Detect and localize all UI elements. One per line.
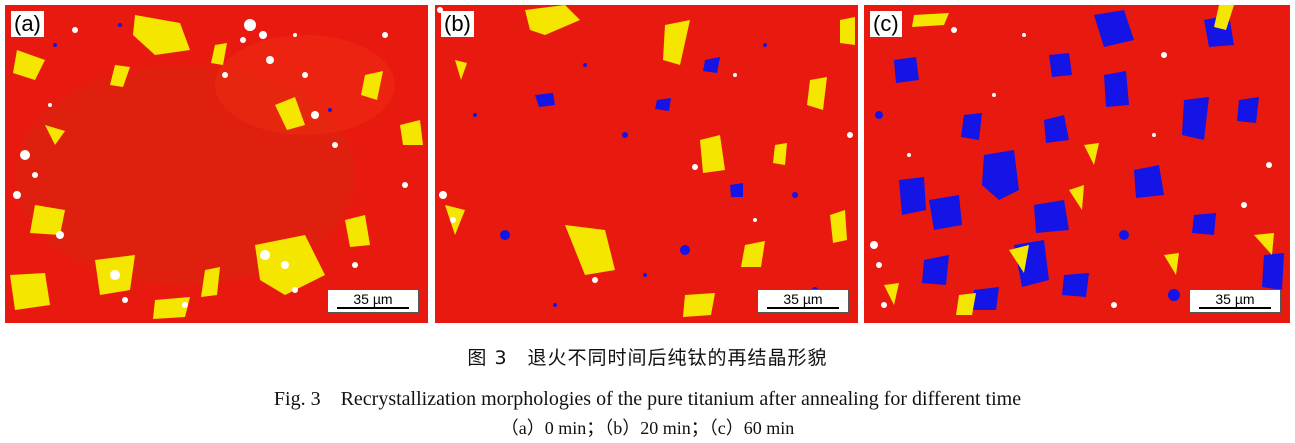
- panel-label-c: (c): [870, 11, 902, 37]
- micrograph-c: [864, 5, 1290, 323]
- figure-caption-chinese: 图 3 退火不同时间后纯钛的再结晶形貌: [467, 347, 828, 369]
- scale-bar-label-a: 35 µm: [353, 291, 393, 307]
- micrograph-b: [435, 5, 858, 323]
- panel-label-b: (b): [441, 11, 474, 37]
- scale-bar-label-b: 35 µm: [783, 291, 823, 307]
- scale-bar-line-c: [1199, 307, 1271, 309]
- panel-c: (c) 35 µm: [864, 5, 1290, 323]
- scale-bar-label-c: 35 µm: [1215, 291, 1255, 307]
- scale-bar-c: 35 µm: [1189, 289, 1281, 313]
- panel-label-a: (a): [11, 11, 44, 37]
- panel-a: (a) 35 µm: [5, 5, 428, 323]
- figure-subcaption: （a）0 min；（b）20 min；（c）60 min: [500, 418, 795, 438]
- scale-bar-a: 35 µm: [327, 289, 419, 313]
- scale-bar-line-a: [337, 307, 409, 309]
- scale-bar-b: 35 µm: [757, 289, 849, 313]
- figure-caption-english: Fig. 3 Recrystallization morphologies of…: [273, 388, 1022, 410]
- micrograph-a: [5, 5, 428, 323]
- scale-bar-line-b: [767, 307, 839, 309]
- panel-b: (b) 35 µm: [435, 5, 858, 323]
